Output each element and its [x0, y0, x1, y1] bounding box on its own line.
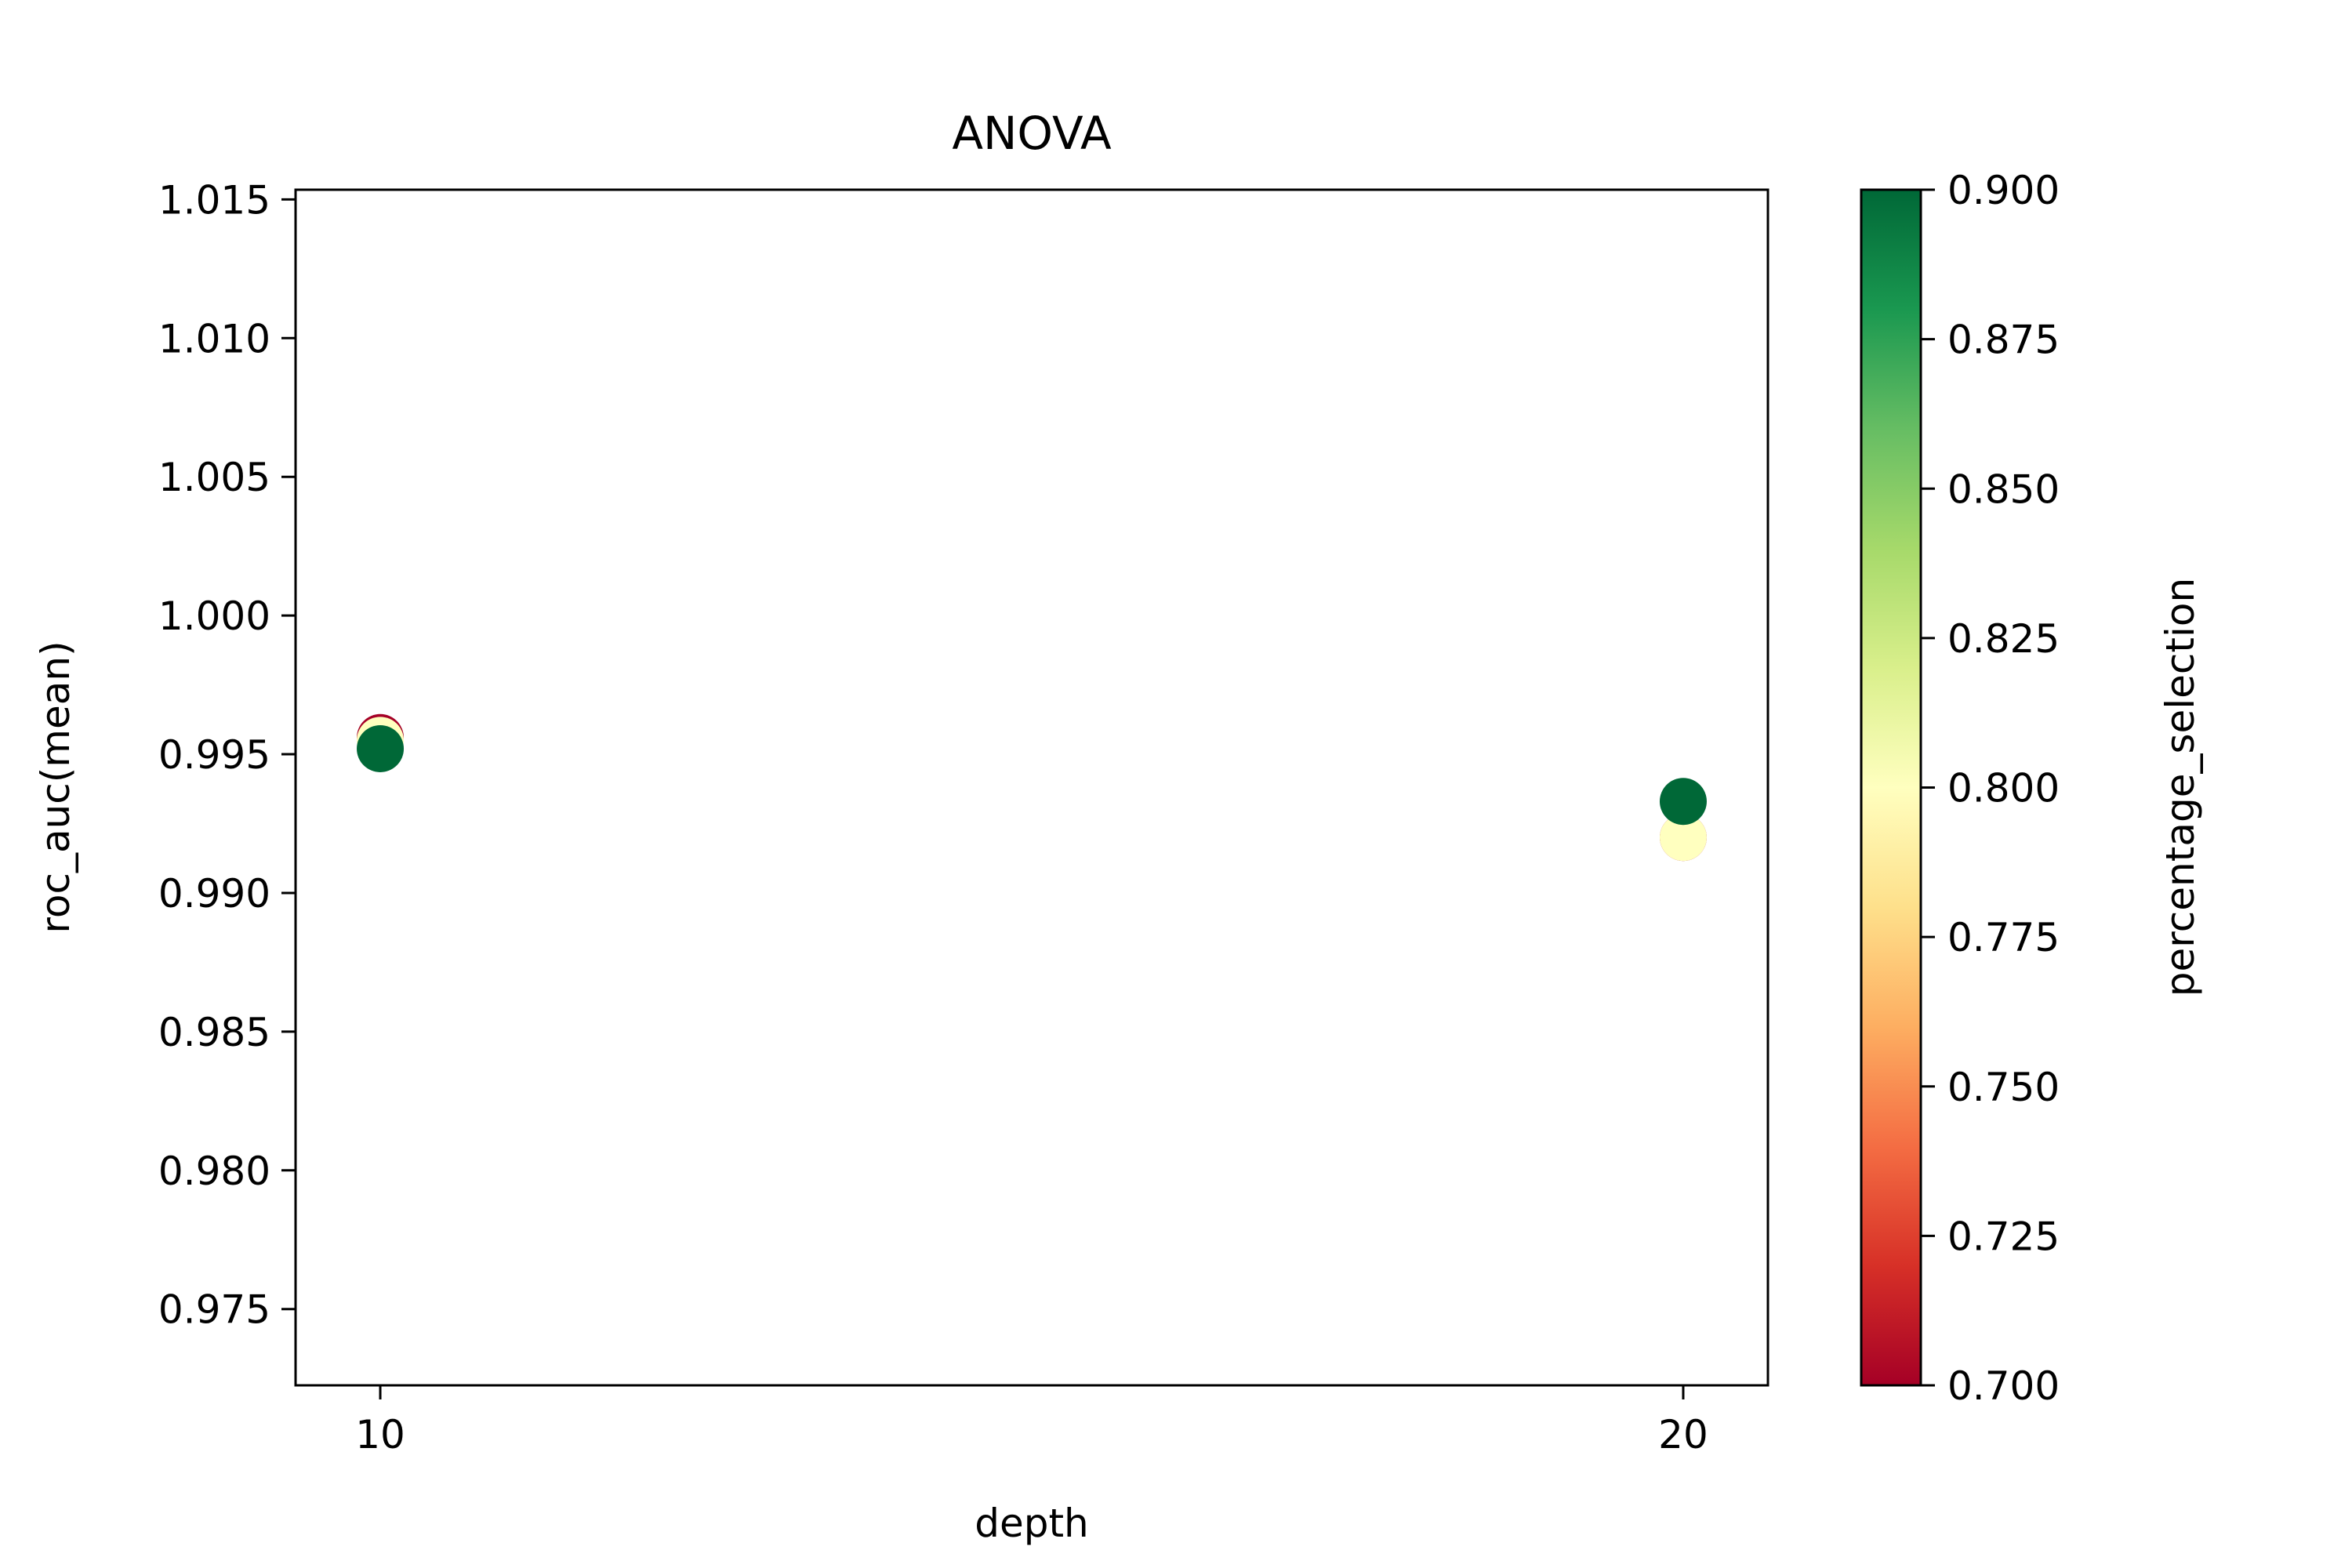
x-axis-label: depth: [975, 1501, 1089, 1546]
y-tick-label: 0.985: [158, 1010, 270, 1055]
colorbar-tick-label: 0.900: [1947, 168, 2060, 213]
colorbar-tick-label: 0.775: [1947, 915, 2060, 960]
colorbar-tick-label: 0.800: [1947, 766, 2060, 811]
scatter-point: [1659, 778, 1707, 826]
y-tick-label: 0.980: [158, 1149, 270, 1194]
plot-frame: [294, 188, 1769, 1387]
colorbar-gradient: [1861, 190, 1921, 1385]
chart-title: ANOVA: [952, 107, 1112, 160]
x-tick-label: 20: [1658, 1412, 1708, 1457]
y-tick-label: 1.010: [158, 316, 270, 361]
colorbar-label: percentage_selection: [2158, 578, 2203, 996]
colorbar: 0.700 0.725 0.750 0.775 0.800 0.825 0.850 0.875…: [1860, 168, 2203, 1409]
x-axis: 10 20: [355, 1385, 1708, 1457]
points-layer: [357, 713, 1707, 862]
colorbar-tick-label: 0.700: [1947, 1363, 2060, 1409]
y-tick-label: 1.005: [158, 455, 270, 500]
colorbar-tick-label: 0.725: [1947, 1214, 2060, 1259]
y-tick-label: 0.990: [158, 871, 270, 916]
y-axis-label: roc_auc(mean): [33, 641, 78, 933]
colorbar-tick-label: 0.750: [1947, 1065, 2060, 1110]
y-tick-label: 1.000: [158, 593, 270, 639]
colorbar-ticks: 0.700 0.725 0.750 0.775 0.800 0.825 0.850 0.875…: [1921, 168, 2060, 1409]
colorbar-tick-label: 0.850: [1947, 466, 2060, 512]
scatter-point: [357, 724, 405, 772]
y-axis: 0.975 0.980 0.985 0.990 0.995 1.000 1.005 1.010…: [158, 177, 296, 1333]
y-tick-label: 0.975: [158, 1287, 270, 1333]
scatter-point: [1659, 814, 1707, 862]
colorbar-tick-label: 0.825: [1947, 616, 2060, 662]
colorbar-tick-label: 0.875: [1947, 318, 2060, 363]
y-tick-label: 0.995: [158, 732, 270, 778]
y-tick-label: 1.015: [158, 177, 270, 223]
x-tick-label: 10: [355, 1412, 405, 1457]
